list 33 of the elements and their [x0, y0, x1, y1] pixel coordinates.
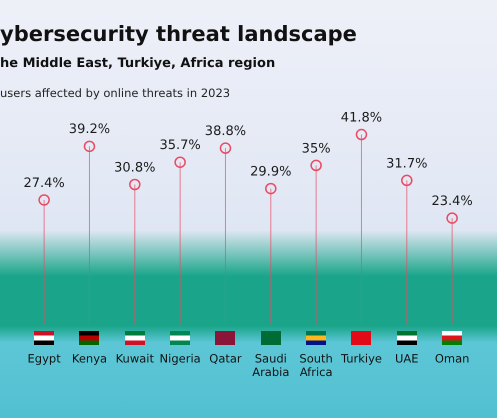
x-tick-label: Qatar	[209, 351, 242, 366]
x-tick-label: Nigeria	[160, 351, 201, 366]
data-label: 39.2%	[68, 122, 110, 138]
chart-title: ybersecurity threat landscape	[0, 22, 357, 46]
point	[265, 182, 277, 194]
x-tick-label: Egypt	[28, 351, 62, 366]
x-tick-label: Oman	[434, 351, 470, 366]
point	[446, 212, 458, 224]
x-tick-label: South Africa	[299, 351, 333, 380]
point	[356, 128, 368, 140]
data-label: 35.7%	[159, 138, 201, 154]
point	[220, 142, 232, 154]
point	[38, 194, 50, 206]
data-label: 30.8%	[114, 160, 156, 176]
text: users affected by online threats in 2023	[0, 86, 230, 100]
data-label: 35%	[302, 141, 331, 156]
data-label: 27.4%	[23, 176, 65, 191]
x-tick-label: Kuwait	[116, 351, 154, 366]
point	[129, 178, 141, 190]
point	[174, 156, 186, 168]
x-tick-label: Saudi Arabia	[252, 351, 290, 380]
point	[310, 160, 322, 172]
point	[401, 174, 413, 186]
data-label: 41.8%	[340, 110, 382, 126]
chart-subtitle: he Middle East, Turkiye, Africa region	[0, 56, 276, 71]
data-label: 38.8%	[204, 124, 246, 140]
x-tick-label: Kenya	[72, 351, 108, 366]
x-tick-label: UAE	[395, 351, 419, 366]
data-label: 31.7%	[386, 156, 428, 172]
data-label: 23.4%	[431, 194, 473, 209]
x-tick-label: Turkiye	[340, 351, 382, 366]
data-label: 29.9%	[250, 164, 292, 180]
point	[84, 140, 96, 152]
